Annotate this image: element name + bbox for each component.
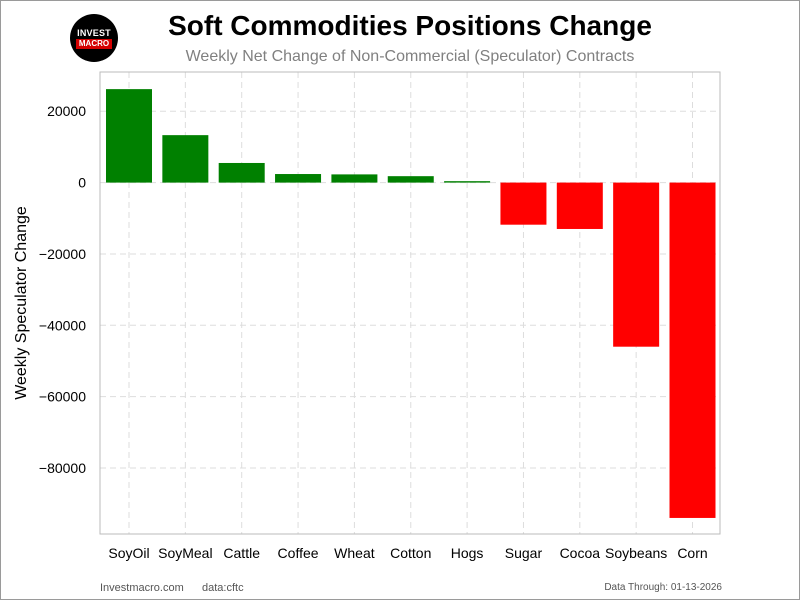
- bar-soybeans: [613, 182, 660, 347]
- x-tick-label: Corn: [677, 545, 707, 561]
- footer-data-through: Data Through: 01-13-2026: [604, 582, 722, 593]
- bar-soymeal: [162, 135, 209, 183]
- bars-layer: [106, 89, 716, 518]
- x-tick-label: Coffee: [278, 545, 319, 561]
- investmacro-logo: INVEST MACRO: [70, 14, 118, 62]
- x-tick-label: Cotton: [390, 545, 431, 561]
- bar-cocoa: [556, 182, 603, 229]
- bar-cotton: [387, 176, 434, 183]
- x-tick-label: SoyMeal: [158, 545, 212, 561]
- bar-coffee: [275, 174, 322, 183]
- y-tick-label: −20000: [39, 246, 86, 262]
- bar-soyoil: [106, 89, 152, 183]
- bar-hogs: [444, 181, 491, 183]
- bar-corn: [669, 182, 716, 518]
- y-axis-label: Weekly Speculator Change: [13, 206, 30, 400]
- ticks-layer: 20000 0 −20000 −40000 −60000 −80000 SoyOil SoyM…: [39, 103, 708, 561]
- footer-data-source: data:cftc: [202, 582, 244, 594]
- x-tick-label: Hogs: [451, 545, 484, 561]
- bar-wheat: [331, 174, 378, 183]
- chart-title: Soft Commodities Positions Change: [168, 10, 652, 41]
- y-tick-label: −60000: [39, 389, 86, 405]
- y-tick-label: 20000: [47, 103, 86, 119]
- y-tick-label: −40000: [39, 317, 86, 333]
- y-tick-label: 0: [78, 175, 86, 191]
- bar-sugar: [500, 182, 547, 225]
- x-tick-label: SoyOil: [108, 545, 149, 561]
- logo-text-top: INVEST: [77, 28, 111, 38]
- chart-subtitle: Weekly Net Change of Non-Commercial (Spe…: [185, 48, 635, 65]
- x-tick-label: Soybeans: [605, 545, 667, 561]
- footer-site: Investmacro.com: [100, 582, 184, 594]
- plot-area-frame: [99, 71, 721, 535]
- x-tick-label: Sugar: [505, 545, 543, 561]
- y-tick-label: −80000: [39, 460, 86, 476]
- x-tick-label: Cattle: [223, 545, 260, 561]
- logo-text-bottom: MACRO: [76, 39, 112, 49]
- bar-cattle: [218, 162, 265, 183]
- x-tick-label: Wheat: [334, 545, 375, 561]
- x-tick-label: Cocoa: [560, 545, 601, 561]
